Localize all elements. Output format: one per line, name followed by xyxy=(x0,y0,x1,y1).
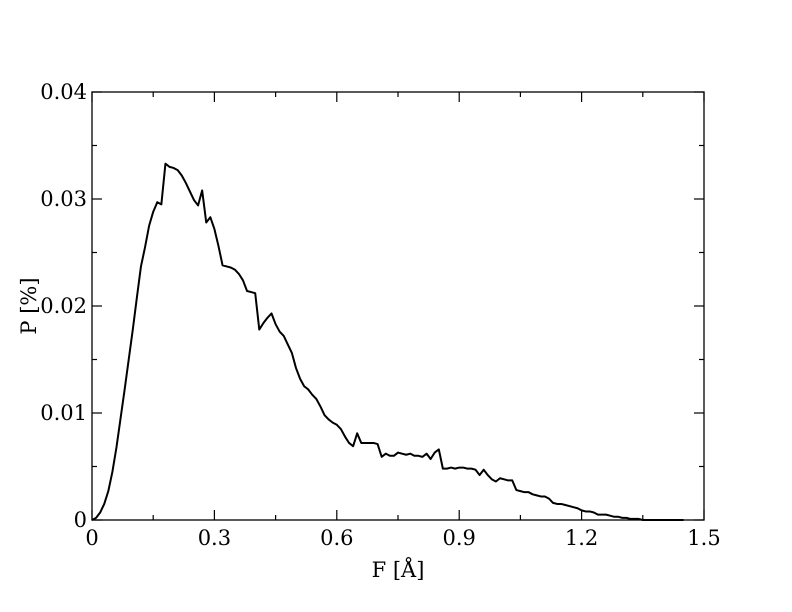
x-tick-label: 0.9 xyxy=(442,526,475,550)
x-axis-title: F [Å] xyxy=(372,557,425,582)
axis-ticks xyxy=(91,91,705,521)
y-tick-label: 0.01 xyxy=(40,401,87,425)
y-axis-title: P [%] xyxy=(17,277,41,334)
x-tick-label: 0.3 xyxy=(198,526,231,550)
series-line xyxy=(91,162,684,521)
x-tick-label: 0.6 xyxy=(320,526,353,550)
plot-frame xyxy=(91,91,705,521)
y-tick-label: 0.04 xyxy=(40,80,87,104)
plot-area xyxy=(91,91,705,521)
x-tick-label: 1.2 xyxy=(565,526,598,550)
y-tick-label: 0.03 xyxy=(40,187,87,211)
x-tick-label: 1.5 xyxy=(687,526,720,550)
y-tick-label: 0.02 xyxy=(40,294,87,318)
tick-labels: 0 0.3 0.6 0.9 1.2 1.5 0 0.01 0.02 0.03 0.04 xyxy=(40,80,720,550)
y-tick-label: 0 xyxy=(74,508,87,532)
x-tick-label: 0 xyxy=(85,526,98,550)
